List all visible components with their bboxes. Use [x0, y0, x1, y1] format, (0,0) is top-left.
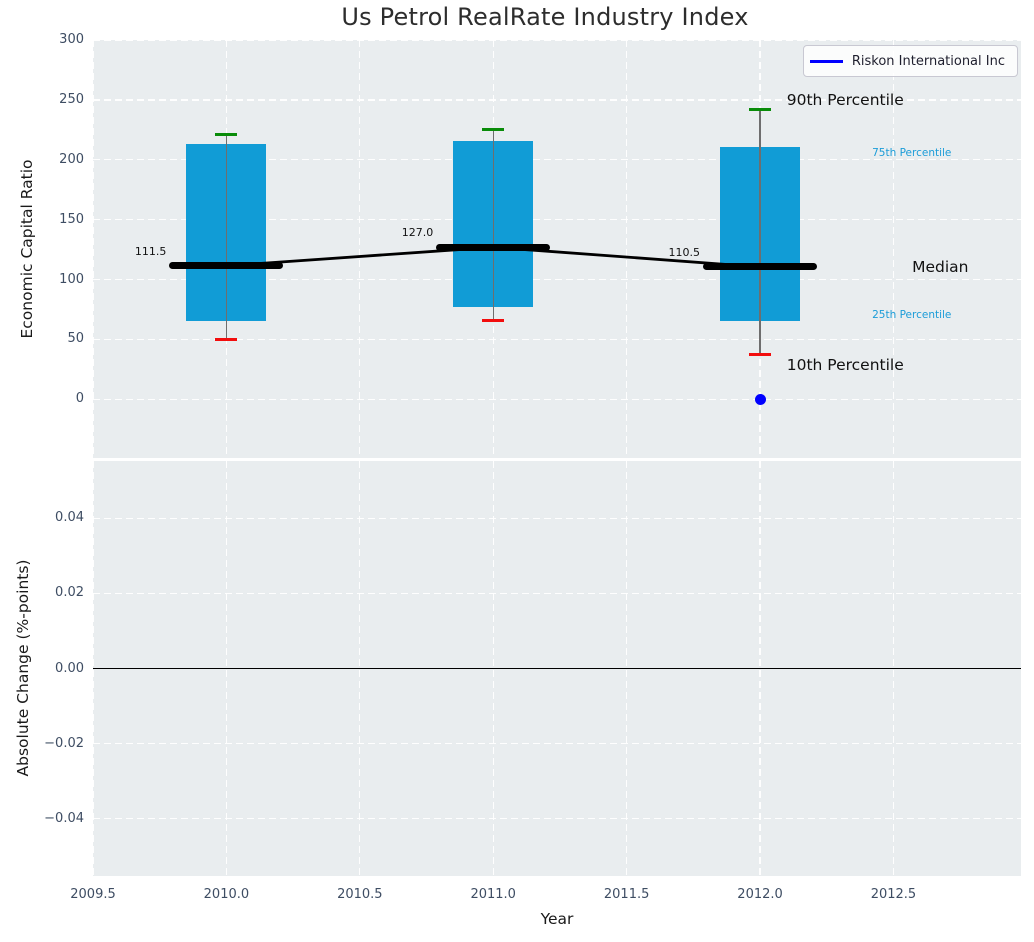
gridline-horizontal	[93, 817, 1021, 820]
p90-cap-2011	[482, 128, 505, 132]
y-tick-label: 300	[59, 32, 84, 47]
y-tick-label: 0	[75, 391, 84, 407]
p10-cap-2011	[482, 318, 505, 322]
annotation-25th-percentile: 25th Percentile	[872, 309, 952, 322]
gridline-horizontal	[93, 338, 1021, 341]
gridline-horizontal	[93, 219, 1021, 221]
y-tick-label: 0.04	[55, 510, 84, 526]
gridline-horizontal	[93, 40, 1021, 41]
y-tick-label: 0.00	[55, 660, 84, 676]
legend-label: Riskon International Inc	[851, 53, 1005, 69]
x-tick-label: 2010.0	[203, 887, 250, 902]
gridline-horizontal	[93, 742, 1021, 745]
median-value-label-2012: 110.5	[668, 245, 701, 259]
y-tick-label: 100	[59, 271, 84, 287]
axes-absolute-change	[93, 461, 1021, 876]
gridline-vertical	[359, 40, 361, 458]
gridline-horizontal	[93, 99, 1021, 101]
p10-cap-2012	[749, 353, 772, 357]
y-axis-label-economic-capital-ratio: Economic Capital Ratio	[18, 159, 36, 339]
y-tick-label: 50	[67, 331, 84, 347]
x-tick-label: 2011.0	[470, 887, 516, 902]
zero-line	[93, 667, 1021, 670]
median-bar-2010	[169, 262, 284, 270]
chart-title: Us Petrol RealRate Industry Index	[341, 3, 749, 31]
y-tick-label: 150	[59, 211, 84, 227]
x-axis-label-year: Year	[540, 910, 574, 928]
annotation-90th-percentile: 90th Percentile	[786, 90, 904, 109]
x-tick-label: 2012.0	[737, 887, 783, 902]
company-data-point	[754, 393, 766, 405]
gridline-horizontal	[93, 159, 1021, 161]
axes-economic-capital-ratio: Riskon International Inc 111.5 127.0 110.5…	[93, 40, 1021, 458]
boxplot-whisker-2010	[225, 134, 228, 340]
gridline-vertical	[93, 40, 94, 458]
x-tick-label: 2012.5	[870, 887, 917, 902]
boxplot-whisker-2012	[759, 109, 761, 355]
gridline-horizontal	[93, 278, 1021, 281]
gridline-horizontal	[93, 517, 1021, 520]
x-tick-label: 2009.5	[70, 887, 116, 902]
legend-line-sample	[809, 59, 843, 63]
y-tick-label: 200	[59, 151, 84, 167]
median-bar-2011	[436, 243, 551, 251]
p90-cap-2010	[215, 133, 238, 137]
gridline-horizontal	[93, 398, 1021, 400]
y-tick-label: −0.04	[44, 810, 84, 826]
p10-cap-2010	[215, 337, 238, 341]
median-value-label-2011: 127.0	[401, 226, 434, 240]
p90-cap-2012	[749, 107, 772, 111]
annotation-10th-percentile: 10th Percentile	[786, 355, 904, 374]
legend: Riskon International Inc	[802, 45, 1018, 77]
x-tick-label: 2010.5	[337, 887, 383, 902]
y-tick-label: −0.02	[44, 735, 84, 751]
y-tick-label: 0.02	[55, 585, 84, 601]
x-tick-label: 2011.5	[603, 887, 650, 902]
y-tick-label: 250	[59, 91, 84, 107]
gridline-horizontal	[93, 592, 1021, 595]
annotation-75th-percentile: 75th Percentile	[872, 146, 952, 159]
boxplot-whisker-2011	[492, 129, 494, 321]
median-bar-2012	[703, 263, 818, 271]
median-value-label-2010: 111.5	[134, 244, 167, 258]
gridline-vertical	[892, 40, 895, 458]
annotation-median: Median	[912, 257, 969, 276]
